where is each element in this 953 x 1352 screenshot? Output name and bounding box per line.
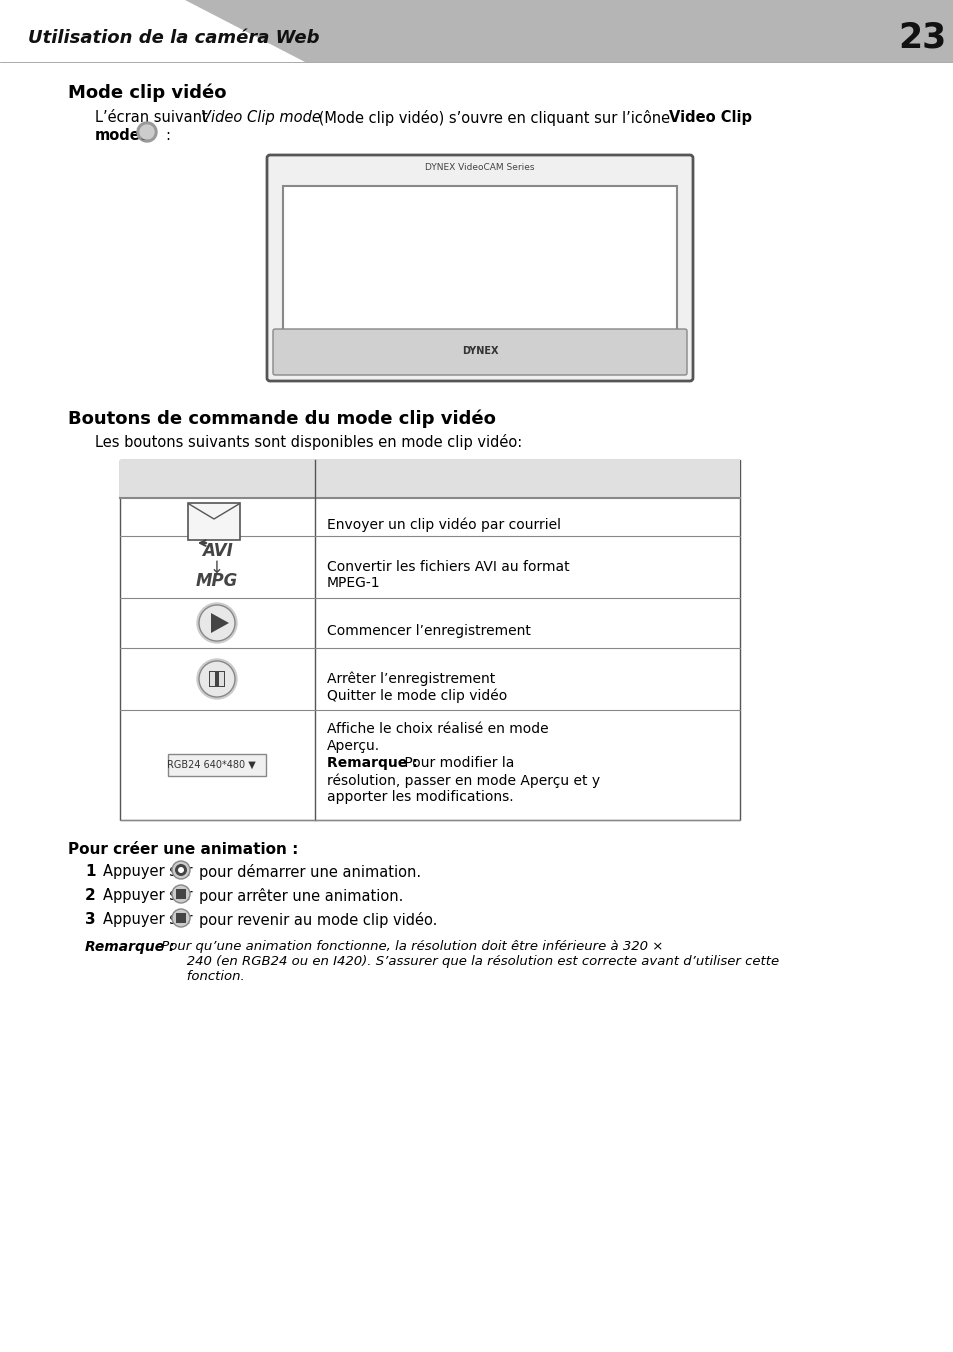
FancyBboxPatch shape xyxy=(168,754,266,776)
Text: 23: 23 xyxy=(897,22,945,55)
Text: Video Clip mode: Video Clip mode xyxy=(201,110,320,124)
FancyBboxPatch shape xyxy=(120,460,740,821)
Text: Pour créer une animation :: Pour créer une animation : xyxy=(68,842,298,857)
Text: Pour modifier la: Pour modifier la xyxy=(399,756,514,771)
Text: apporter les modifications.: apporter les modifications. xyxy=(327,790,513,804)
Text: résolution, passer en mode Aperçu et y: résolution, passer en mode Aperçu et y xyxy=(327,773,599,787)
Text: L’écran suivant: L’écran suivant xyxy=(95,110,213,124)
Text: 2: 2 xyxy=(85,888,95,903)
Circle shape xyxy=(199,661,234,698)
Text: Mode clip vidéo: Mode clip vidéo xyxy=(68,84,226,103)
Circle shape xyxy=(199,604,234,641)
Text: AVI: AVI xyxy=(201,542,233,560)
Text: pour revenir au mode clip vidéo.: pour revenir au mode clip vidéo. xyxy=(199,913,436,927)
FancyBboxPatch shape xyxy=(209,671,225,687)
Text: Boutons de commande du mode clip vidéo: Boutons de commande du mode clip vidéo xyxy=(68,410,496,429)
Text: Pour qu’une animation fonctionne, la résolution doit être inférieure à 320 ×
   : Pour qu’une animation fonctionne, la rés… xyxy=(157,940,779,983)
Text: Bouton: Bouton xyxy=(186,470,248,485)
Text: 1: 1 xyxy=(85,864,95,879)
FancyBboxPatch shape xyxy=(210,672,214,685)
Text: MPG: MPG xyxy=(195,572,238,589)
Circle shape xyxy=(174,864,187,876)
Text: Convertir les fichiers AVI au format
MPEG-1: Convertir les fichiers AVI au format MPE… xyxy=(327,560,569,591)
Text: DYNEX VideoCAM Series: DYNEX VideoCAM Series xyxy=(425,164,535,172)
Text: Remarque :: Remarque : xyxy=(327,756,417,771)
Polygon shape xyxy=(211,612,229,633)
Text: Arrêter l’enregistrement
Quitter le mode clip vidéo: Arrêter l’enregistrement Quitter le mode… xyxy=(327,672,507,703)
Circle shape xyxy=(172,861,190,879)
Text: DYNEX: DYNEX xyxy=(461,346,497,356)
FancyBboxPatch shape xyxy=(267,155,692,381)
Circle shape xyxy=(137,122,157,142)
Circle shape xyxy=(196,603,236,644)
Circle shape xyxy=(178,867,184,873)
Text: (Mode clip vidéo) s’ouvre en cliquant sur l’icône: (Mode clip vidéo) s’ouvre en cliquant su… xyxy=(314,110,674,126)
Circle shape xyxy=(140,124,153,139)
Text: mode: mode xyxy=(95,128,141,143)
Text: Description: Description xyxy=(477,470,576,485)
Circle shape xyxy=(196,658,236,699)
FancyBboxPatch shape xyxy=(273,329,686,375)
Text: Envoyer un clip vidéo par courriel: Envoyer un clip vidéo par courriel xyxy=(327,518,560,533)
Text: RGB24 640*480 ▼: RGB24 640*480 ▼ xyxy=(167,760,255,771)
Text: Video Clip: Video Clip xyxy=(668,110,751,124)
FancyBboxPatch shape xyxy=(175,913,186,923)
Text: 3: 3 xyxy=(85,913,95,927)
FancyBboxPatch shape xyxy=(283,187,677,330)
FancyBboxPatch shape xyxy=(219,672,224,685)
Text: Aperçu.: Aperçu. xyxy=(327,740,379,753)
Text: Appuyer sur: Appuyer sur xyxy=(103,913,197,927)
Text: Remarque :: Remarque : xyxy=(85,940,174,955)
Text: pour démarrer une animation.: pour démarrer une animation. xyxy=(199,864,420,880)
Text: Appuyer sur: Appuyer sur xyxy=(103,888,197,903)
Polygon shape xyxy=(185,0,953,62)
Text: Commencer l’enregistrement: Commencer l’enregistrement xyxy=(327,625,530,638)
Text: Les boutons suivants sont disponibles en mode clip vidéo:: Les boutons suivants sont disponibles en… xyxy=(95,434,521,450)
Text: ↓: ↓ xyxy=(210,558,224,577)
Text: Affiche le choix réalisé en mode: Affiche le choix réalisé en mode xyxy=(327,722,548,735)
Circle shape xyxy=(172,909,190,927)
FancyBboxPatch shape xyxy=(188,503,240,539)
Text: Utilisation de la caméra Web: Utilisation de la caméra Web xyxy=(28,28,319,47)
Text: Appuyer sur: Appuyer sur xyxy=(103,864,197,879)
Text: pour arrêter une animation.: pour arrêter une animation. xyxy=(199,888,403,904)
Text: 📷: 📷 xyxy=(140,126,149,141)
FancyBboxPatch shape xyxy=(120,460,740,498)
Circle shape xyxy=(172,886,190,903)
Text: :: : xyxy=(165,128,170,143)
FancyBboxPatch shape xyxy=(175,890,186,899)
